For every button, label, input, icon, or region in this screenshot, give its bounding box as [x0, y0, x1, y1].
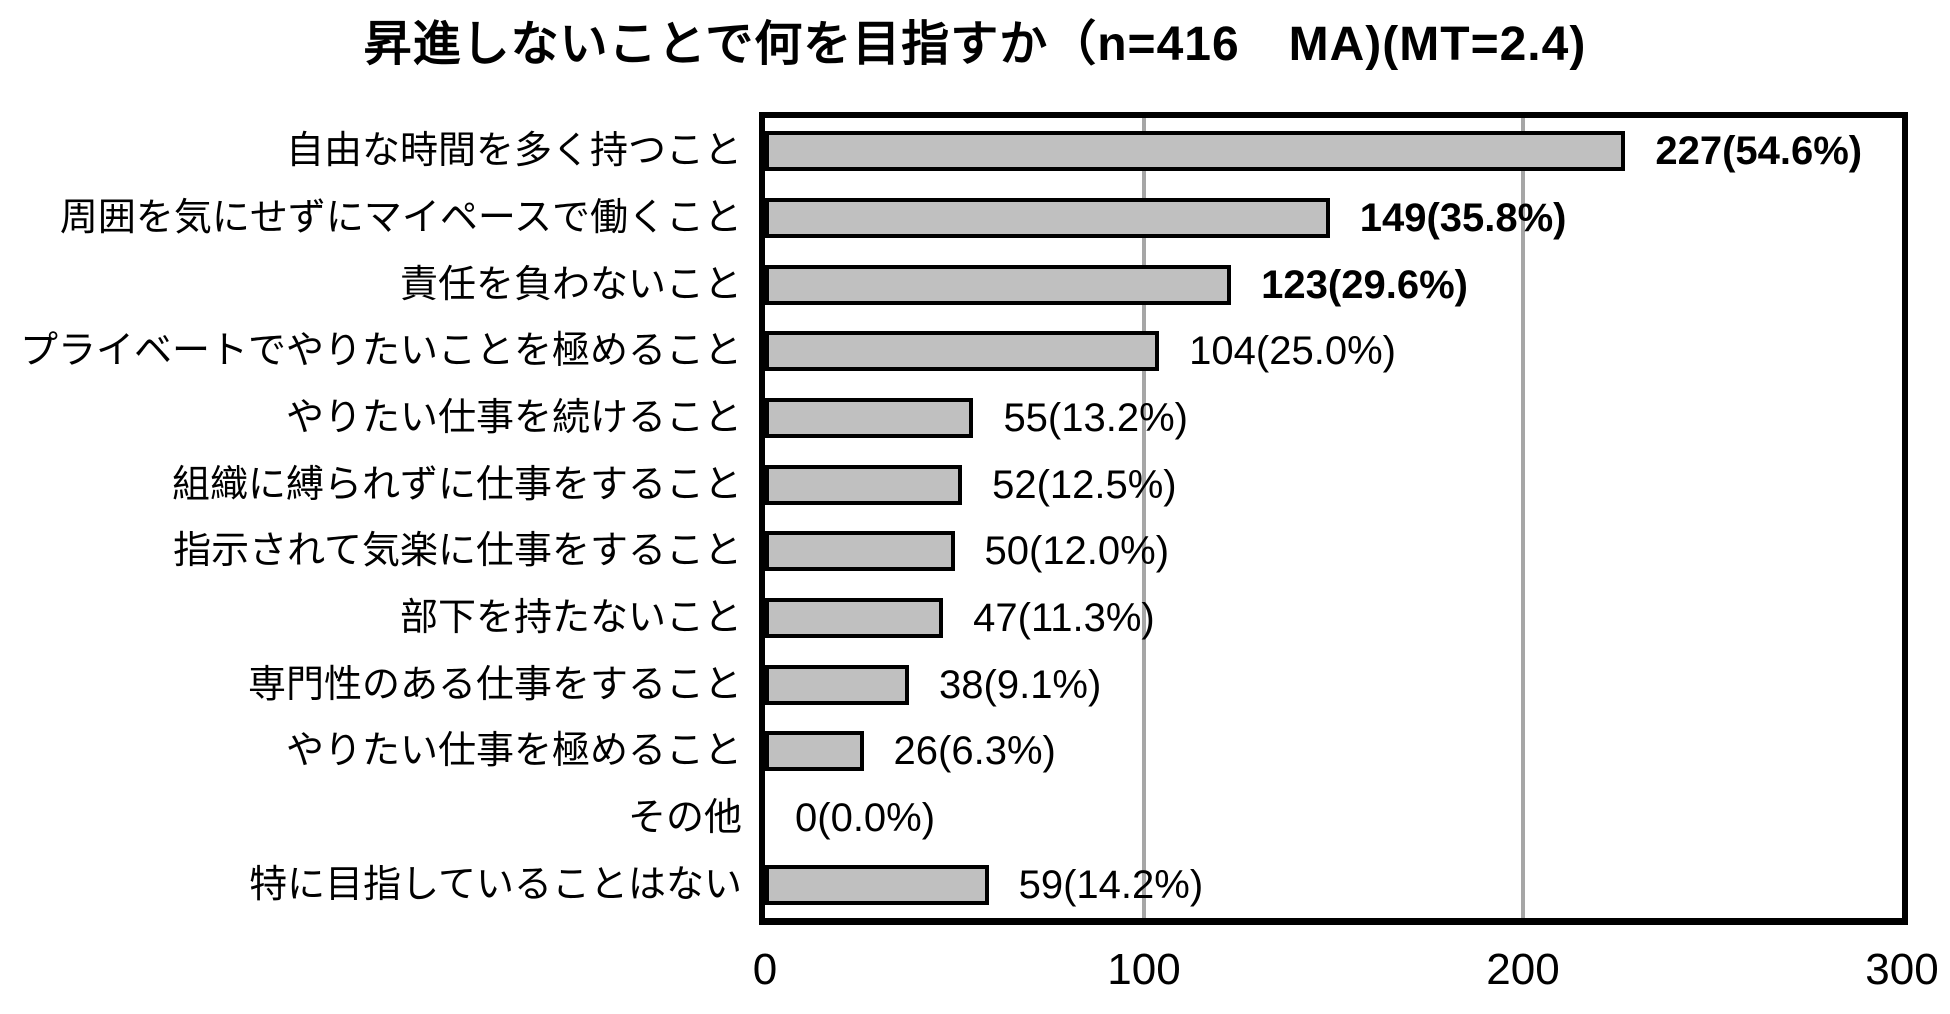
value-label: 50(12.0%) — [984, 529, 1170, 574]
bar-row: 0(0.0%) — [765, 785, 1902, 852]
category-label: 自由な時間を多く持つこと — [285, 130, 742, 173]
bar-row: 47(11.3%) — [765, 585, 1902, 652]
bar-row: 26(6.3%) — [765, 718, 1902, 785]
gridline — [1520, 118, 1525, 918]
category-label: 専門性のある仕事をすること — [247, 663, 742, 706]
category-label: 部下を持たないこと — [399, 597, 742, 640]
bar — [765, 731, 864, 772]
bar — [765, 264, 1232, 305]
category-label: その他 — [627, 797, 742, 840]
bar — [765, 664, 910, 705]
value-label: 123(29.6%) — [1261, 262, 1468, 307]
plot-area: 227(54.6%) 149(35.8%) 123(29.6%) 104(25.0%)… — [759, 112, 1908, 925]
bar — [765, 331, 1160, 372]
bar-row: 104(25.0%) — [765, 318, 1902, 385]
x-tick-label: 300 — [1865, 945, 1939, 994]
category-label: 組織に縛られずに仕事をすること — [171, 463, 742, 506]
value-label: 38(9.1%) — [939, 662, 1102, 707]
chart-title: 昇進しないことで何を目指すか（n=416 MA)(MT=2.4) — [363, 18, 1587, 71]
category-label: 特に目指していることはない — [249, 863, 742, 906]
bar — [765, 198, 1330, 238]
bar-row: 123(29.6%) — [765, 251, 1902, 318]
bar — [765, 131, 1626, 172]
value-label: 59(14.2%) — [1018, 862, 1204, 907]
bar-row: 149(35.8%) — [765, 185, 1902, 252]
bar-rows: 227(54.6%) 149(35.8%) 123(29.6%) 104(25.0%)… — [765, 118, 1902, 918]
value-label: 52(12.5%) — [992, 462, 1177, 507]
bar — [765, 398, 974, 439]
bar-row: 50(12.0%) — [765, 518, 1902, 585]
bar — [765, 464, 963, 505]
bar — [765, 531, 955, 572]
category-labels: 自由な時間を多く持つこと周囲を気にせずにマイペースで働くこと責任を負わないことプ… — [0, 118, 742, 918]
x-tick-label: 0 — [752, 945, 778, 994]
x-tick-label: 100 — [1107, 945, 1181, 994]
bar-row: 38(9.1%) — [765, 651, 1902, 718]
category-label: やりたい仕事を続けること — [285, 397, 742, 440]
x-tick-label: 200 — [1486, 945, 1560, 994]
value-label: 149(35.8%) — [1359, 196, 1567, 240]
bar-row: 52(12.5%) — [765, 451, 1902, 518]
bar-row: 59(14.2%) — [765, 851, 1902, 918]
category-label: 指示されて気楽に仕事をすること — [173, 530, 742, 573]
bar-row: 227(54.6%) — [765, 118, 1902, 185]
category-label: プライベートでやりたいことを極めること — [19, 330, 742, 373]
bar — [765, 864, 989, 905]
category-label: やりたい仕事を極めること — [285, 730, 742, 773]
bar — [765, 598, 944, 639]
category-label: 責任を負わないこと — [399, 263, 742, 306]
value-label: 55(13.2%) — [1003, 396, 1188, 441]
gridline — [1141, 118, 1146, 918]
bar-row: 55(13.2%) — [765, 385, 1902, 452]
value-label: 104(25.0%) — [1189, 329, 1396, 374]
category-label: 周囲を気にせずにマイペースで働くこと — [59, 197, 742, 239]
value-label: 0(0.0%) — [795, 796, 936, 841]
value-label: 227(54.6%) — [1655, 129, 1863, 174]
value-label: 26(6.3%) — [893, 729, 1056, 774]
value-label: 47(11.3%) — [973, 596, 1155, 641]
